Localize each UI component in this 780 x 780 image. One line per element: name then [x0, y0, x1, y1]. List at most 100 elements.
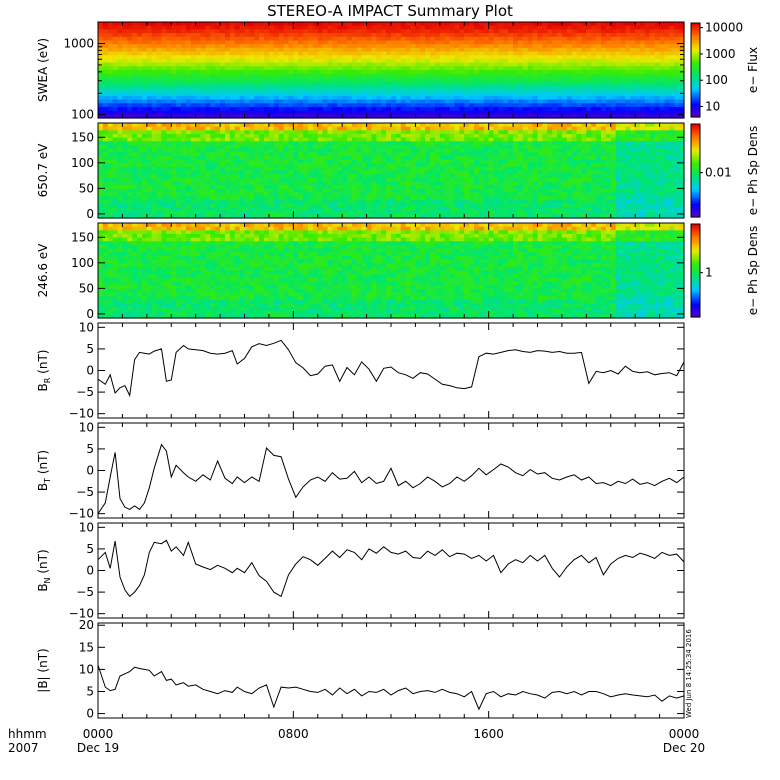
- heatmap-cell: [161, 51, 167, 56]
- heatmap-cell: [107, 181, 114, 186]
- heatmap-cell: [376, 25, 382, 30]
- heatmap-cell: [244, 166, 250, 172]
- heatmap-cell: [312, 40, 319, 45]
- heatmap-cell: [400, 36, 407, 42]
- heatmap-cell: [371, 144, 377, 150]
- heatmap-cell: [552, 51, 558, 56]
- heatmap-cell: [146, 137, 153, 142]
- heatmap-cell: [425, 22, 431, 27]
- heatmap-cell: [229, 40, 236, 45]
- heatmap-cell: [566, 66, 573, 71]
- heatmap-cell: [478, 95, 485, 101]
- heatmap-cell: [669, 84, 675, 90]
- heatmap-cell: [327, 70, 333, 75]
- heatmap-cell: [542, 25, 548, 30]
- heatmap-cell: [664, 106, 670, 112]
- heatmap-cell: [478, 51, 485, 56]
- heatmap-cell: [293, 207, 299, 212]
- heatmap-cell: [342, 66, 348, 71]
- heatmap-cell: [181, 47, 187, 53]
- heatmap-cell: [615, 58, 622, 64]
- heatmap-cell: [391, 144, 397, 150]
- heatmap-cell: [356, 207, 363, 212]
- heatmap-cell: [264, 210, 270, 215]
- heatmap-cell: [151, 192, 158, 197]
- heatmap-cell: [474, 84, 480, 90]
- heatmap-cell: [190, 25, 197, 30]
- heatmap-cell: [220, 77, 226, 82]
- heatmap-cell: [146, 73, 153, 78]
- heatmap-cell: [669, 81, 675, 86]
- heatmap-cell: [610, 70, 617, 75]
- heatmap-cell: [449, 25, 456, 30]
- heatmap-cell: [371, 62, 377, 67]
- heatmap-cell: [581, 22, 587, 27]
- heatmap-cell: [674, 81, 680, 86]
- heatmap-cell: [640, 110, 646, 115]
- heatmap-cell: [146, 110, 153, 115]
- heatmap-cell: [527, 29, 534, 34]
- heatmap-cell: [195, 47, 202, 53]
- heatmap-cell: [205, 196, 211, 201]
- heatmap-cell: [449, 88, 456, 93]
- heatmap-cell: [322, 55, 329, 60]
- heatmap-cell: [400, 214, 407, 219]
- heatmap-cell: [410, 163, 417, 168]
- heatmap-cell: [503, 29, 509, 34]
- heatmap-cell: [371, 133, 377, 139]
- heatmap-cell: [278, 177, 285, 183]
- heatmap-cell: [391, 196, 397, 201]
- heatmap-cell: [259, 174, 265, 179]
- heatmap-cell: [117, 155, 124, 161]
- heatmap-cell: [141, 207, 148, 212]
- heatmap-cell: [503, 114, 509, 119]
- heatmap-cell: [635, 58, 641, 64]
- heatmap-cell: [171, 40, 177, 45]
- heatmap-cell: [405, 33, 412, 38]
- heatmap-cell: [303, 214, 309, 219]
- heatmap-cell: [161, 99, 167, 104]
- heatmap-cell: [322, 62, 329, 67]
- heatmap-cell: [268, 106, 275, 112]
- heatmap-cell: [239, 99, 246, 104]
- heatmap-cell: [420, 29, 426, 34]
- heatmap-cell: [474, 88, 480, 93]
- heatmap-cell: [395, 92, 402, 97]
- heatmap-cell: [181, 62, 187, 67]
- heatmap-cell: [537, 62, 543, 67]
- heatmap-cell: [107, 166, 114, 172]
- heatmap-cell: [381, 170, 387, 175]
- heatmap-cell: [347, 192, 353, 197]
- heatmap-cell: [361, 130, 368, 135]
- heatmap-cell: [195, 114, 202, 119]
- heatmap-cell: [98, 103, 104, 108]
- heatmap-cell: [493, 44, 500, 49]
- heatmap-cell: [273, 166, 280, 172]
- heatmap-cell: [498, 73, 504, 78]
- heatmap-cell: [166, 77, 172, 82]
- heatmap-cell: [298, 141, 304, 146]
- heatmap-cell: [283, 174, 290, 179]
- heatmap-cell: [229, 47, 236, 53]
- heatmap-cell: [249, 40, 255, 45]
- heatmap-cell: [439, 22, 446, 27]
- heatmap-cell: [220, 88, 226, 93]
- heatmap-cell: [527, 84, 534, 90]
- heatmap-cell: [298, 40, 304, 45]
- heatmap-cell: [322, 152, 329, 157]
- heatmap-cell: [391, 44, 397, 49]
- heatmap-cell: [386, 110, 392, 115]
- heatmap-cell: [171, 144, 177, 150]
- heatmap-cell: [185, 22, 192, 27]
- heatmap-cell: [171, 95, 177, 101]
- heatmap-cell: [102, 174, 109, 179]
- heatmap-cell: [190, 95, 197, 101]
- heatmap-cell: [259, 192, 265, 197]
- heatmap-cell: [366, 203, 373, 208]
- heatmap-cell: [605, 70, 612, 75]
- heatmap-cell: [474, 22, 480, 27]
- heatmap-cell: [102, 70, 109, 75]
- heatmap-cell: [303, 163, 309, 168]
- heatmap-cell: [347, 29, 353, 34]
- heatmap-cell: [371, 210, 377, 215]
